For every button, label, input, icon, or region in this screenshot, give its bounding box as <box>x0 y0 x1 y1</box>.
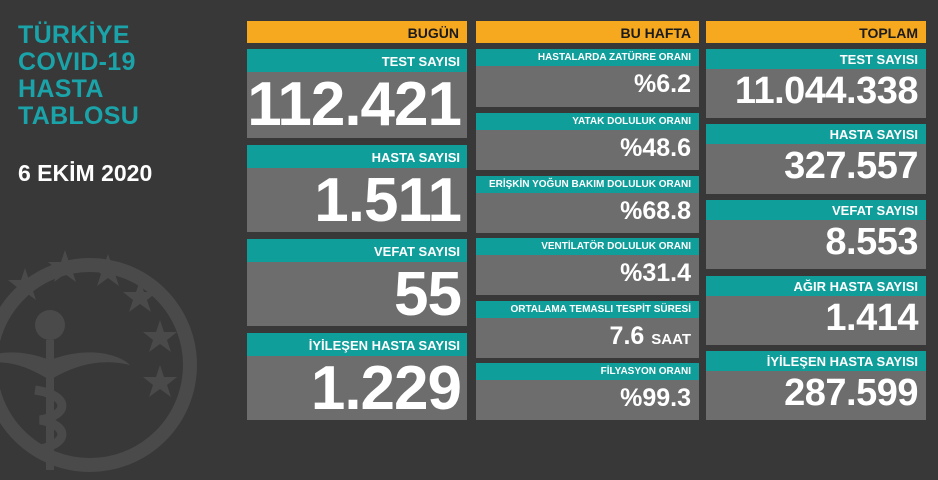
total-cases-card: HASTA SAYISI 327.557 <box>706 124 926 194</box>
today-cases-label: HASTA SAYISI <box>247 145 467 168</box>
today-deaths-label: VEFAT SAYISI <box>247 239 467 262</box>
report-date: 6 EKİM 2020 <box>18 160 153 186</box>
title-line: TABLOSU <box>18 102 140 130</box>
week-pneumonia-value: %6.2 <box>634 70 691 98</box>
total-deaths-value: 8.553 <box>825 221 918 263</box>
today-test-value: 112.421 <box>247 70 462 139</box>
today-recovered-card: İYİLEŞEN HASTA SAYISI 1.229 <box>247 333 467 423</box>
week-column: BU HAFTA HASTALARDA ZATÜRRE ORANI %6.2 Y… <box>476 21 699 420</box>
today-recovered-label: İYİLEŞEN HASTA SAYISI <box>247 333 467 356</box>
week-pneumonia-card: HASTALARDA ZATÜRRE ORANI %6.2 <box>476 49 699 107</box>
week-bed-card: YATAK DOLULUK ORANI %48.6 <box>476 113 699 170</box>
total-test-value: 11.044.338 <box>734 70 919 112</box>
total-test-label: TEST SAYISI <box>706 49 926 69</box>
week-icu-card: ERİŞKİN YOĞUN BAKIM DOLULUK ORANI %68.8 <box>476 176 699 233</box>
total-test-card: TEST SAYISI 11.044.338 <box>706 49 926 118</box>
today-recovered-value: 1.229 <box>310 354 462 423</box>
total-cases-value: 327.557 <box>784 145 918 187</box>
total-cases-label: HASTA SAYISI <box>706 124 926 144</box>
week-ventilator-value: %31.4 <box>620 259 691 287</box>
today-column: BUGÜN TEST SAYISI 112.421 HASTA SAYISI 1… <box>247 21 467 422</box>
week-ventilator-card: VENTİLATÖR DOLULUK ORANI %31.4 <box>476 238 699 295</box>
today-test-card: TEST SAYISI 112.421 <box>247 49 467 138</box>
today-deaths-value: 55 <box>394 260 462 329</box>
total-recovered-card: İYİLEŞEN HASTA SAYISI 287.599 <box>706 351 926 420</box>
today-test-label: TEST SAYISI <box>247 49 467 72</box>
total-critical-value: 1.414 <box>825 297 918 339</box>
total-critical-label: AĞIR HASTA SAYISI <box>706 276 926 296</box>
contact-time-unit: SAAT <box>651 331 691 348</box>
week-bed-value: %48.6 <box>620 134 691 162</box>
contact-time-number: 7.6 <box>609 322 645 350</box>
title-line: HASTA <box>18 75 104 103</box>
week-pneumonia-label: HASTALARDA ZATÜRRE ORANI <box>476 49 699 66</box>
total-deaths-card: VEFAT SAYISI 8.553 <box>706 200 926 269</box>
ministry-emblem-icon <box>0 250 197 472</box>
week-filiation-label: FİLYASYON ORANI <box>476 363 699 380</box>
total-column: TOPLAM TEST SAYISI 11.044.338 HASTA SAYI… <box>706 21 926 420</box>
week-icu-label: ERİŞKİN YOĞUN BAKIM DOLULUK ORANI <box>476 176 699 193</box>
today-header: BUGÜN <box>247 21 467 43</box>
today-cases-value: 1.511 <box>314 166 462 235</box>
week-contact-card: ORTALAMA TEMASLI TESPİT SÜRESİ 7.6 SAAT <box>476 301 699 358</box>
week-icu-value: %68.8 <box>620 197 691 225</box>
week-contact-label: ORTALAMA TEMASLI TESPİT SÜRESİ <box>476 301 699 318</box>
total-recovered-label: İYİLEŞEN HASTA SAYISI <box>706 351 926 371</box>
week-bed-label: YATAK DOLULUK ORANI <box>476 113 699 130</box>
total-recovered-value: 287.599 <box>784 372 918 414</box>
total-deaths-label: VEFAT SAYISI <box>706 200 926 220</box>
total-critical-card: AĞIR HASTA SAYISI 1.414 <box>706 276 926 345</box>
week-ventilator-label: VENTİLATÖR DOLULUK ORANI <box>476 238 699 255</box>
week-filiation-value: %99.3 <box>620 384 691 412</box>
dashboard-title: TÜRKİYE COVID-19 HASTA TABLOSU <box>18 22 139 130</box>
today-cases-card: HASTA SAYISI 1.511 <box>247 145 467 235</box>
title-line: COVID-19 <box>18 48 136 76</box>
today-deaths-card: VEFAT SAYISI 55 <box>247 239 467 329</box>
week-header: BU HAFTA <box>476 21 699 43</box>
total-header: TOPLAM <box>706 21 926 43</box>
title-line: TÜRKİYE <box>18 21 130 49</box>
week-contact-value: 7.6 SAAT <box>476 318 699 358</box>
week-filiation-card: FİLYASYON ORANI %99.3 <box>476 363 699 420</box>
